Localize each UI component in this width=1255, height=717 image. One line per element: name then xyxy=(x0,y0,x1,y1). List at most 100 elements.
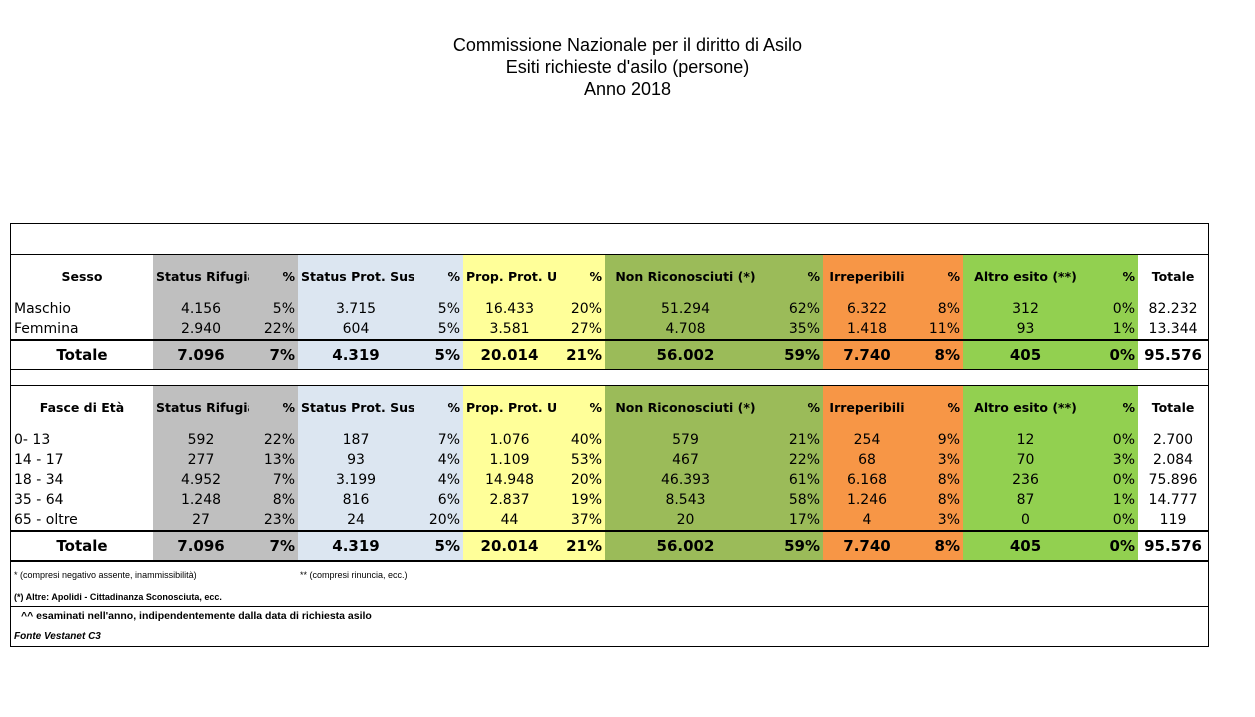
cell: 20.014 xyxy=(463,339,556,370)
cell: 46.393 xyxy=(605,470,766,490)
footnote-non-riconosciuti: * (compresi negativo assente, inammissib… xyxy=(14,569,197,580)
cell: 2.700 xyxy=(1153,431,1194,448)
cell: % xyxy=(556,385,605,430)
cell: 4% xyxy=(414,450,463,470)
cell: 21% xyxy=(556,339,605,370)
cell: 13% xyxy=(249,450,298,470)
cell: 68 xyxy=(823,450,911,470)
cell: % xyxy=(414,254,463,299)
cell: 254 xyxy=(823,430,911,450)
cell: 4.319 xyxy=(298,530,414,561)
cell: 56.002 xyxy=(605,530,766,561)
cell: 14.948 xyxy=(463,470,556,490)
cell: 12 xyxy=(963,430,1088,450)
cell: 17% xyxy=(766,510,823,531)
cell: % xyxy=(249,254,298,299)
cell: 11% xyxy=(911,319,963,340)
cell: 0% xyxy=(1088,530,1138,561)
cell: 0 xyxy=(963,510,1088,531)
cell: 8% xyxy=(911,470,963,490)
cell: 16.433 xyxy=(463,299,556,319)
cell: 8% xyxy=(911,299,963,319)
cell: 56.002 xyxy=(605,339,766,370)
row-label: Maschio xyxy=(14,300,71,317)
cell: Status Prot. Sussidiaria xyxy=(298,385,414,430)
cell: 7% xyxy=(249,530,298,561)
cell: 20.014 xyxy=(463,530,556,561)
cell: 20% xyxy=(556,470,605,490)
cell: 59% xyxy=(766,530,823,561)
cell: 816 xyxy=(298,490,414,510)
cell: 4.319 xyxy=(298,339,414,370)
cell: 4.708 xyxy=(605,319,766,340)
cell: 3.199 xyxy=(298,470,414,490)
table-row: 0- 13 592 22% 187 7% 1.076 40% 579 21% 254 9% 12 0% 2… xyxy=(11,430,1208,450)
cell: 1.246 xyxy=(823,490,911,510)
cell: 14.777 xyxy=(1148,491,1198,508)
title-line-1: Commissione Nazionale per il diritto di … xyxy=(452,35,803,55)
row-label: 65 - oltre xyxy=(14,511,78,528)
cell: 119 xyxy=(1159,511,1187,528)
cell: 24 xyxy=(298,510,414,531)
cell: 5% xyxy=(414,319,463,340)
title-line-2: Esiti richieste d'asilo (persone) xyxy=(505,57,750,77)
cell: 8% xyxy=(911,339,963,370)
cell: % xyxy=(249,385,298,430)
cell: 2.940 xyxy=(153,319,249,340)
cell: 5% xyxy=(414,339,463,370)
cell: 19% xyxy=(556,490,605,510)
cell: 70 xyxy=(963,450,1088,470)
cell: % xyxy=(911,254,963,299)
cell: 7.740 xyxy=(823,530,911,561)
cell: 22% xyxy=(249,430,298,450)
cell: 35% xyxy=(766,319,823,340)
footnote-altro-esito: ** (compresi rinuncia, ecc.) xyxy=(300,569,408,580)
cell: 20 xyxy=(605,510,766,531)
cell: 467 xyxy=(605,450,766,470)
cell: 1.248 xyxy=(153,490,249,510)
cell: 7% xyxy=(249,470,298,490)
cell: 6% xyxy=(414,490,463,510)
cell: 5% xyxy=(249,299,298,319)
cell: Irreperibili xyxy=(823,385,911,430)
cell: 3% xyxy=(1088,450,1138,470)
cell: 4.952 xyxy=(153,470,249,490)
cell: % xyxy=(911,385,963,430)
cell: 5% xyxy=(414,299,463,319)
cell: Status Rifugiato xyxy=(153,385,249,430)
cell: 405 xyxy=(963,339,1088,370)
row-label: 0- 13 xyxy=(14,431,51,448)
title-line-3: Anno 2018 xyxy=(583,79,672,99)
total-row: Totale 7.096 7% 4.319 5% 20.014 21% 56.002 59% 7.… xyxy=(11,339,1209,370)
cell: 0% xyxy=(1088,339,1138,370)
cell: Totale xyxy=(1151,400,1195,415)
cell: 93 xyxy=(298,450,414,470)
row-label: Sesso xyxy=(61,269,103,284)
cell: 7% xyxy=(249,339,298,370)
row-label: Fasce di Età xyxy=(39,400,125,415)
cell: 592 xyxy=(153,430,249,450)
cell: Status Rifugiato xyxy=(153,254,249,299)
table-row: Maschio 4.156 5% 3.715 5% 16.433 20% 51.294 62% 6… xyxy=(11,299,1208,319)
cell: Prop. Prot. Umanitaria xyxy=(463,254,556,299)
cell: 22% xyxy=(249,319,298,340)
cell: 44 xyxy=(463,510,556,531)
cell: 61% xyxy=(766,470,823,490)
cell: % xyxy=(414,385,463,430)
cell: 3.581 xyxy=(463,319,556,340)
cell: 21% xyxy=(766,430,823,450)
cell: 405 xyxy=(963,530,1088,561)
source-note: Fonte Vestanet C3 xyxy=(14,630,101,642)
table-row: 14 - 17 277 13% 93 4% 1.109 53% 467 22% 68 3% 70 3% 2… xyxy=(11,450,1208,470)
report-title: Commissione Nazionale per il diritto di … xyxy=(0,34,1255,100)
row-label: 18 - 34 xyxy=(14,471,64,488)
cell: 95.576 xyxy=(1138,530,1209,561)
cell: Non Riconosciuti (*) xyxy=(605,254,766,299)
cell: 1% xyxy=(1088,319,1138,340)
cell: 20% xyxy=(556,299,605,319)
total-row: Totale 7.096 7% 4.319 5% 20.014 21% 56.002 59% 7.… xyxy=(11,530,1209,561)
cell: 0% xyxy=(1088,430,1138,450)
cell: 579 xyxy=(605,430,766,450)
cell: 8% xyxy=(249,490,298,510)
cell: 6.322 xyxy=(823,299,911,319)
